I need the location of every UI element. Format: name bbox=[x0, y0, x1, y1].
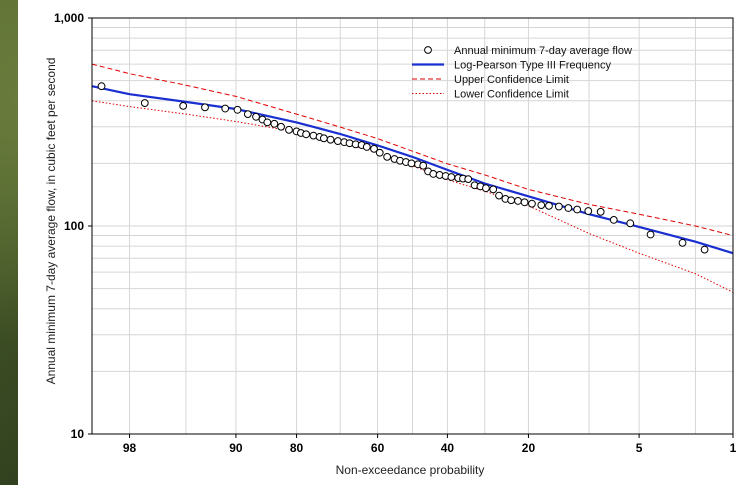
data-point bbox=[489, 185, 498, 194]
legend-label: Upper Confidence Limit bbox=[454, 74, 569, 86]
data-point bbox=[464, 175, 473, 184]
data-point bbox=[520, 198, 529, 207]
data-point bbox=[564, 204, 573, 212]
ticks-layer: 98 90 80 60 40 20 5 1 10 100 1,000 bbox=[54, 11, 737, 455]
data-point bbox=[97, 82, 106, 91]
data-point bbox=[140, 99, 149, 107]
data-point bbox=[326, 135, 335, 144]
y-tick-label: 10 bbox=[71, 427, 85, 441]
x-tick-label: 98 bbox=[123, 441, 137, 455]
x-axis-title: Non-exceedance probability bbox=[336, 463, 485, 477]
data-point bbox=[545, 201, 553, 210]
data-point bbox=[252, 112, 260, 121]
data-point bbox=[537, 201, 546, 210]
data-point bbox=[263, 118, 272, 127]
x-tick-label: 60 bbox=[371, 441, 385, 455]
x-tick-label: 5 bbox=[636, 441, 643, 455]
data-point bbox=[383, 152, 392, 161]
x-tick-label: 90 bbox=[229, 441, 243, 455]
data-point bbox=[495, 191, 503, 200]
data-point bbox=[302, 130, 311, 139]
x-tick-label: 80 bbox=[290, 441, 304, 455]
data-point bbox=[700, 245, 709, 254]
data-point bbox=[678, 238, 687, 247]
data-point bbox=[584, 207, 593, 215]
x-tick-label: 1 bbox=[730, 441, 737, 455]
data-point bbox=[309, 131, 318, 140]
data-point bbox=[626, 219, 635, 228]
data-point bbox=[609, 215, 618, 224]
data-point bbox=[243, 110, 252, 119]
data-point bbox=[221, 104, 230, 113]
data-point bbox=[514, 197, 522, 205]
legend-label: Annual minimum 7-day average flow bbox=[454, 45, 632, 57]
data-point bbox=[319, 134, 328, 143]
data-point bbox=[419, 161, 428, 170]
legend-marker-points bbox=[424, 46, 432, 54]
data-point bbox=[179, 101, 188, 110]
lower-confidence-limit bbox=[91, 100, 734, 293]
data-point bbox=[375, 148, 384, 157]
data-point bbox=[233, 105, 242, 114]
data-point bbox=[507, 196, 516, 205]
plot-frame bbox=[91, 17, 734, 435]
data-point bbox=[333, 137, 342, 145]
data-point bbox=[646, 230, 655, 239]
legend-label: Log-Pearson Type III Frequency bbox=[454, 60, 611, 72]
chart-panel: 98 90 80 60 40 20 5 1 10 100 1,000 Annual minimum … bbox=[18, 0, 745, 485]
data-point bbox=[596, 207, 605, 216]
upper-confidence-limit bbox=[91, 63, 734, 236]
legend-label: Lower Confidence Limit bbox=[454, 89, 569, 101]
data-point bbox=[573, 205, 582, 214]
x-tick-label: 20 bbox=[522, 441, 536, 455]
data-point bbox=[447, 173, 456, 181]
data-point bbox=[407, 159, 416, 168]
data-point bbox=[285, 125, 293, 134]
frequency-chart: 98 90 80 60 40 20 5 1 10 100 1,000 Annual minimum … bbox=[44, 11, 737, 477]
data-point bbox=[370, 144, 378, 153]
data-point bbox=[270, 119, 279, 128]
data-point bbox=[554, 202, 563, 211]
data-point bbox=[277, 122, 285, 131]
points-layer bbox=[97, 82, 709, 254]
data-point bbox=[429, 170, 438, 178]
data-point bbox=[362, 143, 371, 151]
y-tick-label: 100 bbox=[64, 219, 84, 233]
data-point bbox=[482, 184, 490, 193]
y-axis-title: Annual minimum 7-day average flow, in cu… bbox=[44, 58, 58, 385]
y-tick-label: 1,000 bbox=[54, 11, 84, 25]
data-point bbox=[528, 199, 536, 208]
x-tick-label: 40 bbox=[441, 441, 455, 455]
data-point bbox=[201, 103, 209, 112]
legend: Annual minimum 7-day average flow Log-Pea… bbox=[412, 45, 632, 101]
